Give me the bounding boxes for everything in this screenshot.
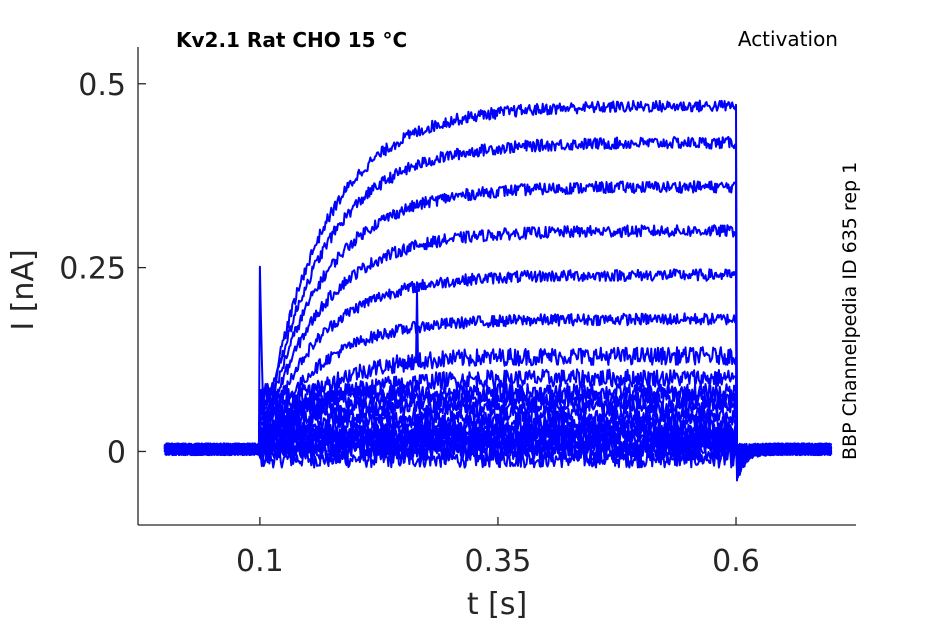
y-ticks: 0 0.25 0.5: [59, 68, 146, 470]
y-tick-label: 0.5: [78, 68, 126, 103]
spike-artifact: [415, 288, 420, 368]
current-trace: [163, 224, 833, 478]
side-label: BBP Channelpedia ID 635 rep 1: [839, 162, 861, 460]
current-trace: [164, 135, 833, 482]
current-trace: [163, 434, 832, 459]
x-tick-label: 0.1: [236, 544, 284, 579]
x-tick-label: 0.6: [712, 544, 760, 579]
x-ticks: 0.1 0.35 0.6: [236, 517, 760, 579]
current-trace: [163, 99, 833, 479]
y-tick-label: 0: [107, 435, 126, 470]
chart-title: Kv2.1 Rat CHO 15 °C: [176, 28, 407, 52]
chart-subtitle: Activation: [738, 27, 838, 51]
y-tick-label: 0.25: [59, 252, 126, 287]
current-trace: [164, 312, 832, 475]
x-axis-label: t [s]: [467, 587, 527, 622]
traces: [163, 99, 833, 482]
x-tick-label: 0.35: [465, 544, 532, 579]
y-axis-label: I [nA]: [6, 249, 41, 330]
current-trace: [163, 265, 833, 472]
